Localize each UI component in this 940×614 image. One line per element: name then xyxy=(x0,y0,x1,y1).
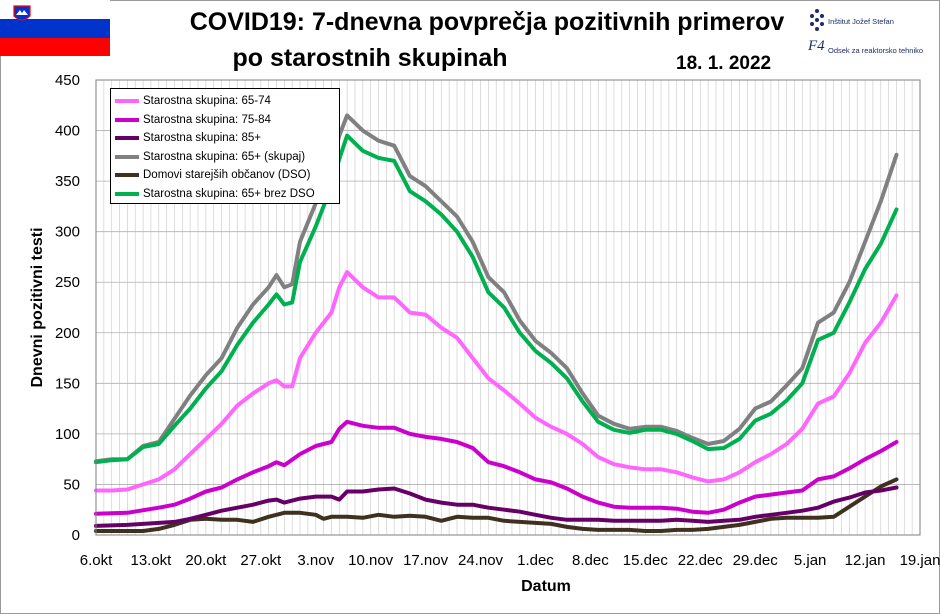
x-tick-label: 3.nov xyxy=(297,552,334,569)
legend-label: Starostna skupina: 65+ (skupaj) xyxy=(143,150,306,163)
report-date: 18. 1. 2022 xyxy=(676,53,772,74)
series-line-age_65_plus xyxy=(94,113,899,464)
y-tick-label: 0 xyxy=(72,527,80,544)
legend-swatch xyxy=(115,117,139,122)
x-tick-label: 29.dec xyxy=(733,552,779,569)
x-tick-label: 15.dec xyxy=(623,552,669,569)
legend-swatch xyxy=(115,99,139,103)
legend-label: Starostna skupina: 85+ xyxy=(143,132,261,144)
x-tick-label: 22.dec xyxy=(678,552,724,569)
x-axis-ticks: 6.okt 13.okt 20.okt 27.okt 3.nov 10.nov 17.nov… xyxy=(80,552,940,569)
f4-logo-text: Odsek za reaktorsko tehniko xyxy=(828,46,924,55)
legend-swatch xyxy=(115,173,139,177)
x-tick-label: 5.jan xyxy=(794,552,827,569)
y-tick-label: 150 xyxy=(55,375,80,392)
series-line-age_65_plus_no_dso xyxy=(94,133,899,465)
y-axis-label: Dnevni pozitivni testi xyxy=(29,227,46,387)
x-tick-label: 10.nov xyxy=(348,552,394,569)
y-tick-label: 400 xyxy=(55,123,80,140)
f4-logo-icon: F4 xyxy=(808,38,825,54)
x-tick-label: 12.jan xyxy=(845,552,886,569)
legend-label: Starostna skupina: 65+ brez DSO xyxy=(143,187,315,200)
legend-item-dso: Domovi starejših občanov (DSO) xyxy=(115,166,310,184)
y-tick-label: 450 xyxy=(55,72,80,89)
legend-item-age_65_74: Starostna skupina: 65-74 xyxy=(115,92,271,110)
ijs-logo-text: Inštitut Jožef Stefan xyxy=(828,17,894,26)
y-tick-label: 50 xyxy=(63,476,80,493)
y-tick-label: 250 xyxy=(55,274,80,291)
legend: Starostna skupina: 65-74 Starostna skupin… xyxy=(110,88,340,204)
x-tick-label: 24.nov xyxy=(458,552,504,569)
legend-item-age_65_plus_no_dso: Starostna skupina: 65+ brez DSO xyxy=(115,185,315,203)
legend-label: Domovi starejših občanov (DSO) xyxy=(143,169,311,181)
legend-item-age_65_plus: Starostna skupina: 65+ (skupaj) xyxy=(115,148,305,166)
y-tick-label: 200 xyxy=(55,325,80,342)
flag-mountain-icon xyxy=(16,10,28,15)
series-line-dso xyxy=(94,477,899,533)
x-tick-label: 1.dec xyxy=(517,552,554,569)
flag-red-stripe xyxy=(0,38,110,56)
plot-area-border xyxy=(95,79,921,536)
y-axis-ticks: 0 50 100 150 200 250 300 350 400 450 xyxy=(55,72,80,544)
x-tick-label: 20.okt xyxy=(185,552,227,569)
chart-title-line1: COVID19: 7-dnevna povprečja pozitivnih p… xyxy=(189,8,785,36)
flag-blue-stripe xyxy=(0,19,110,38)
y-tick-label: 350 xyxy=(55,173,80,190)
ijs-logo-icon xyxy=(810,9,824,31)
x-axis-label: Datum xyxy=(521,578,571,595)
legend-swatch xyxy=(115,191,139,196)
series-line-age_65_74 xyxy=(94,270,899,493)
y-tick-label: 100 xyxy=(55,426,80,443)
series-line-age_75_84 xyxy=(94,419,899,516)
x-tick-label: 6.okt xyxy=(80,552,113,569)
legend-label: Starostna skupina: 75-84 xyxy=(143,113,271,126)
legend-swatch xyxy=(115,136,139,140)
legend-item-age_85_plus: Starostna skupina: 85+ xyxy=(115,129,261,147)
slovenia-flag xyxy=(0,0,110,56)
series-lines xyxy=(94,113,899,533)
series-line-age_85_plus xyxy=(94,485,899,528)
legend-item-age_75_84: Starostna skupina: 75-84 xyxy=(115,111,271,129)
chart-title-line2: po starostnih skupinah xyxy=(232,44,508,72)
x-tick-label: 17.nov xyxy=(403,552,449,569)
x-tick-label: 27.okt xyxy=(240,552,282,569)
legend-label: Starostna skupina: 65-74 xyxy=(143,95,271,107)
legend-swatch xyxy=(115,154,139,159)
x-tick-label: 8.dec xyxy=(572,552,609,569)
x-tick-label: 13.okt xyxy=(130,552,172,569)
y-tick-label: 300 xyxy=(55,224,80,241)
x-tick-label: 19.jan xyxy=(900,552,940,569)
